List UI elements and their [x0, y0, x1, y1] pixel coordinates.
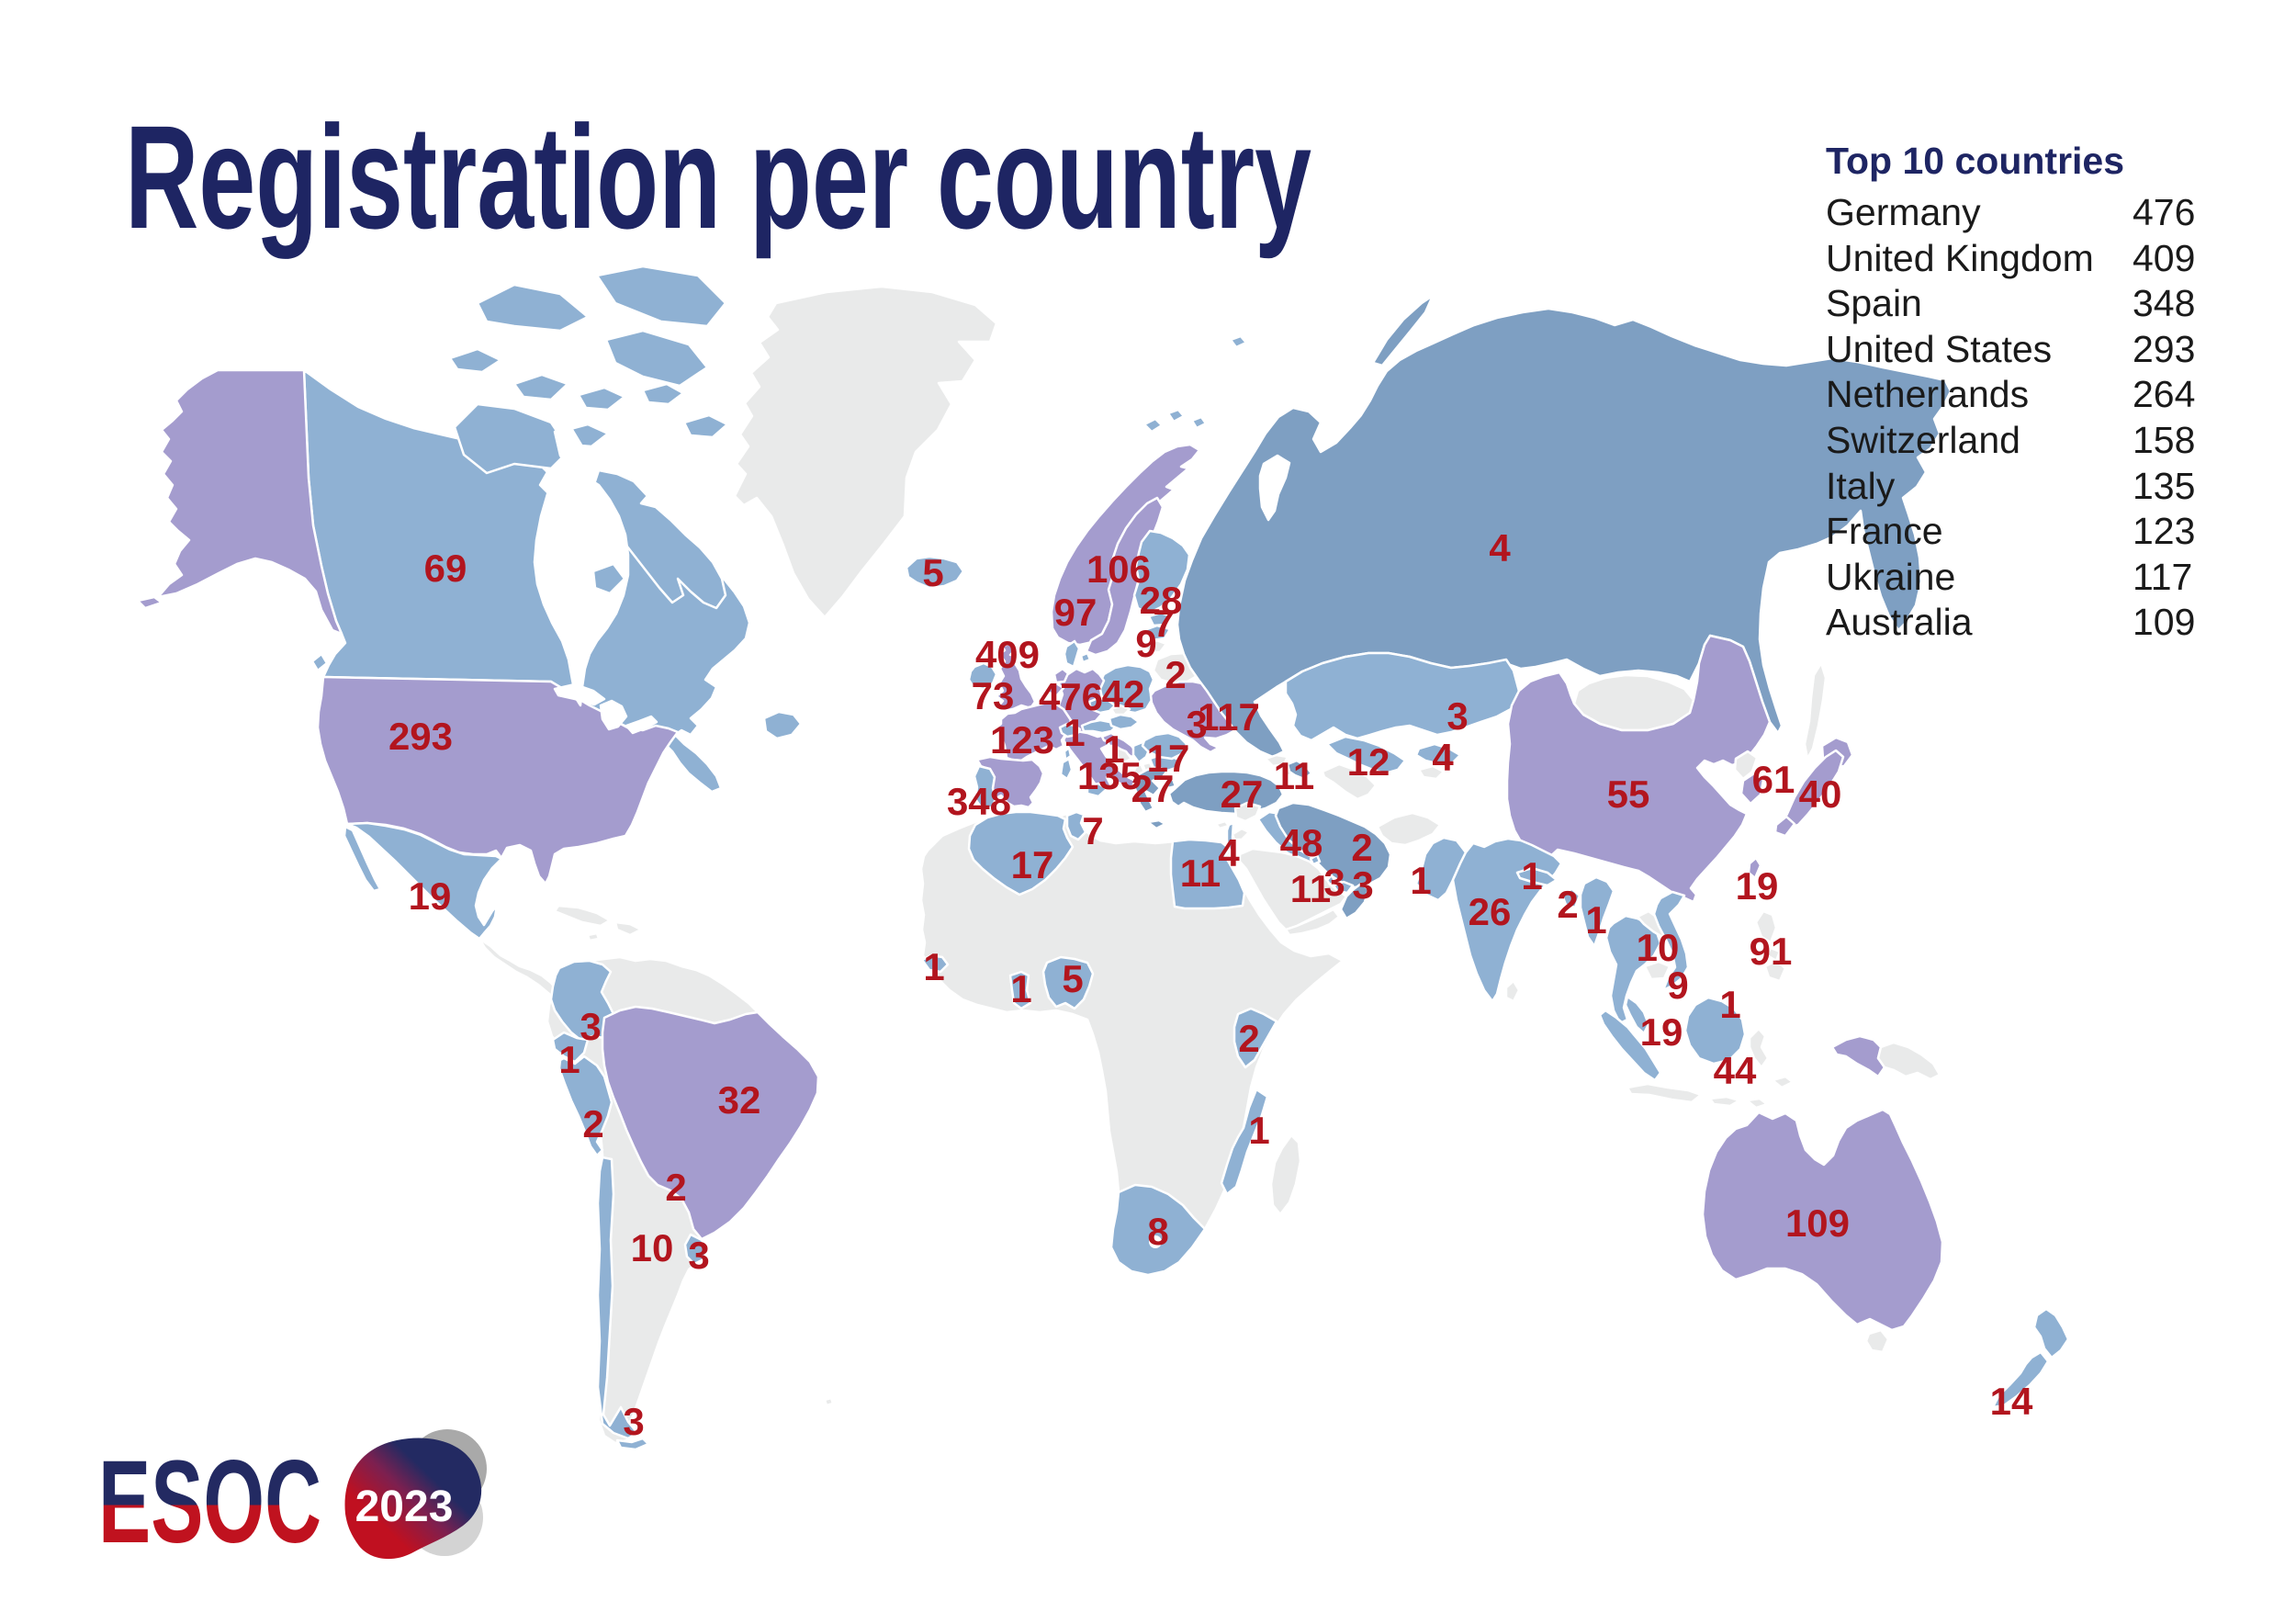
- svg-text:2: 2: [1165, 653, 1186, 696]
- svg-text:17: 17: [1147, 737, 1190, 780]
- svg-text:1: 1: [1410, 859, 1431, 902]
- svg-text:32: 32: [718, 1078, 761, 1122]
- svg-text:2023: 2023: [355, 1483, 454, 1531]
- svg-text:1: 1: [1521, 854, 1542, 897]
- svg-text:11: 11: [1180, 851, 1221, 895]
- svg-text:1: 1: [1010, 967, 1031, 1010]
- svg-text:3: 3: [1446, 694, 1468, 738]
- svg-text:3: 3: [1323, 861, 1345, 904]
- svg-text:293: 293: [388, 715, 453, 758]
- svg-text:55: 55: [1607, 773, 1650, 816]
- svg-text:10: 10: [631, 1226, 674, 1269]
- svg-text:4: 4: [1218, 831, 1240, 874]
- svg-text:9: 9: [1667, 964, 1688, 1007]
- svg-text:7: 7: [1082, 809, 1103, 852]
- svg-text:19: 19: [1736, 864, 1779, 908]
- svg-text:27: 27: [1131, 767, 1175, 810]
- svg-text:4: 4: [1432, 736, 1454, 779]
- svg-text:123: 123: [990, 718, 1054, 761]
- svg-text:2: 2: [665, 1166, 686, 1209]
- svg-text:409: 409: [975, 633, 1040, 676]
- svg-text:5: 5: [1062, 957, 1083, 1000]
- svg-text:97: 97: [1054, 591, 1097, 634]
- svg-text:5: 5: [922, 551, 943, 594]
- svg-text:3: 3: [1186, 703, 1207, 746]
- svg-text:19: 19: [1640, 1010, 1683, 1054]
- svg-text:135: 135: [1077, 754, 1142, 797]
- svg-text:348: 348: [947, 780, 1011, 823]
- svg-text:69: 69: [424, 547, 467, 590]
- svg-text:42: 42: [1102, 672, 1145, 716]
- svg-text:3: 3: [623, 1400, 644, 1443]
- svg-text:4: 4: [1489, 526, 1511, 570]
- svg-text:27: 27: [1221, 773, 1264, 816]
- svg-text:1: 1: [1064, 711, 1085, 754]
- svg-text:10: 10: [1637, 926, 1680, 969]
- svg-text:1: 1: [1103, 727, 1124, 771]
- svg-text:3: 3: [1352, 863, 1373, 907]
- svg-text:2: 2: [582, 1102, 603, 1145]
- svg-text:476: 476: [1039, 675, 1103, 718]
- svg-text:73: 73: [972, 674, 1015, 717]
- svg-text:2: 2: [1557, 883, 1578, 926]
- svg-text:2: 2: [1238, 1017, 1259, 1060]
- svg-text:61: 61: [1752, 758, 1795, 801]
- svg-text:17: 17: [1011, 843, 1054, 886]
- svg-text:1: 1: [1248, 1109, 1269, 1152]
- svg-text:12: 12: [1347, 740, 1390, 784]
- svg-text:9: 9: [1135, 622, 1156, 665]
- svg-text:26: 26: [1469, 890, 1512, 933]
- svg-text:3: 3: [688, 1234, 709, 1277]
- svg-text:7: 7: [1153, 602, 1174, 645]
- svg-text:19: 19: [409, 874, 452, 918]
- svg-text:106: 106: [1086, 547, 1151, 591]
- svg-text:14: 14: [1990, 1380, 2033, 1423]
- svg-text:91: 91: [1750, 930, 1793, 973]
- svg-text:109: 109: [1785, 1201, 1850, 1245]
- svg-text:1: 1: [1719, 983, 1740, 1026]
- svg-text:Registration per country: Registration per country: [125, 95, 1311, 259]
- svg-text:28: 28: [1140, 579, 1183, 622]
- svg-text:ESOC: ESOC: [98, 1437, 321, 1568]
- svg-text:1: 1: [923, 945, 944, 988]
- svg-text:2: 2: [1351, 826, 1372, 869]
- svg-text:1: 1: [1585, 898, 1606, 942]
- svg-text:3: 3: [580, 1005, 601, 1048]
- svg-text:117: 117: [1198, 695, 1260, 739]
- svg-text:11: 11: [1290, 867, 1331, 910]
- svg-text:44: 44: [1714, 1049, 1757, 1092]
- svg-text:40: 40: [1799, 773, 1842, 816]
- svg-text:8: 8: [1147, 1210, 1168, 1253]
- svg-text:11: 11: [1274, 754, 1314, 797]
- svg-text:1: 1: [558, 1038, 580, 1081]
- svg-text:48: 48: [1280, 821, 1323, 864]
